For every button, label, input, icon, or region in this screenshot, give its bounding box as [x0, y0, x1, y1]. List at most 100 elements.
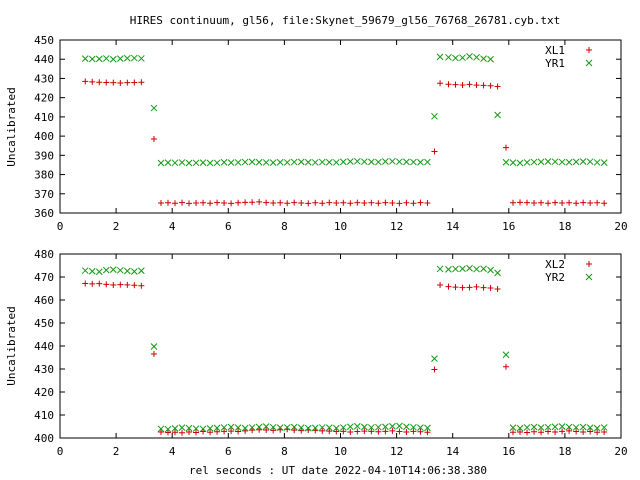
data-point [262, 423, 270, 430]
data-point [81, 267, 89, 274]
data-point [431, 355, 438, 363]
y-tick-label: 360 [34, 207, 54, 220]
data-point [347, 200, 354, 207]
data-point [537, 158, 545, 166]
tick-group: 0 2 4 6 8 10 12 14 16 18 20 400 410 420 430 440 450 460 47… [34, 248, 628, 458]
x-tick-label: 20 [614, 220, 627, 233]
data-point [319, 427, 326, 434]
data-point [297, 424, 305, 432]
data-point [263, 199, 270, 206]
data-point [502, 351, 510, 359]
data-point [368, 428, 375, 435]
data-point [586, 424, 594, 432]
y-tick-label: 450 [34, 317, 54, 330]
data-point [164, 159, 172, 166]
legend-marker [586, 47, 592, 53]
data-point [382, 423, 389, 431]
y-axis-label: Uncalibrated [5, 306, 18, 385]
data-point [214, 199, 221, 206]
data-point [157, 429, 164, 436]
data-point [220, 158, 228, 166]
data-point [586, 158, 594, 166]
data-point [150, 104, 158, 112]
data-point [186, 429, 193, 436]
data-point [452, 284, 459, 291]
data-point [150, 351, 157, 358]
data-point [587, 200, 594, 207]
data-point [361, 200, 368, 207]
data-point [110, 282, 117, 289]
y-tick-label: 480 [34, 248, 54, 261]
data-point [109, 266, 117, 273]
data-point [242, 427, 249, 434]
data-point [89, 280, 96, 287]
data-point [178, 159, 186, 166]
x-tick-label: 2 [113, 220, 120, 233]
data-point [572, 424, 580, 431]
data-point [256, 426, 263, 433]
data-point [452, 54, 459, 62]
y-tick-label: 400 [34, 432, 54, 445]
data-point [178, 424, 186, 432]
legend-label: XL1 [545, 44, 565, 57]
y-tick-label: 460 [34, 294, 54, 307]
data-point [594, 429, 601, 436]
data-point [552, 199, 559, 206]
data-point [524, 429, 531, 436]
data-point [103, 281, 110, 288]
data-point [594, 199, 601, 206]
data-point [332, 159, 340, 166]
data-point [437, 282, 444, 289]
x-tick-label: 8 [281, 220, 288, 233]
data-point [389, 427, 396, 434]
data-point [545, 200, 552, 207]
data-point [123, 54, 131, 62]
data-point [138, 282, 145, 289]
data-point [347, 429, 354, 436]
data-point [354, 199, 361, 206]
data-point [410, 200, 417, 207]
data-point [207, 200, 214, 207]
data-point [81, 55, 89, 62]
data-point [459, 265, 466, 273]
data-point [452, 81, 459, 88]
data-point [290, 423, 298, 431]
data-point [95, 268, 103, 276]
data-point [318, 158, 326, 166]
x-tick-label: 18 [558, 445, 571, 458]
data-point [304, 158, 312, 166]
plot-frame [59, 39, 622, 214]
data-point [150, 135, 157, 142]
data-point [263, 426, 270, 433]
data-point [172, 429, 179, 436]
data-point [221, 200, 228, 207]
data-point [248, 424, 256, 431]
data-point [417, 158, 424, 166]
x-tick-label: 6 [225, 445, 232, 458]
data-point [544, 158, 552, 165]
data-point [579, 423, 587, 431]
data-point [389, 157, 396, 165]
data-point [530, 423, 538, 431]
data-point [538, 429, 545, 436]
data-point [375, 158, 382, 166]
data-point [109, 55, 117, 63]
legend-label: YR1 [545, 57, 565, 70]
data-point [537, 424, 545, 432]
data-point [199, 425, 207, 433]
data-point [410, 158, 417, 166]
data-points [81, 264, 608, 436]
data-point [573, 200, 580, 207]
data-point [185, 159, 193, 167]
legend-marker [585, 273, 593, 281]
data-point [368, 199, 375, 206]
data-point [403, 423, 410, 431]
legend-marker [585, 59, 593, 67]
data-point [164, 425, 172, 433]
y-tick-label: 420 [34, 386, 54, 399]
data-point [214, 428, 221, 435]
data-point [382, 199, 389, 206]
data-point [319, 200, 326, 207]
data-point [102, 55, 110, 62]
